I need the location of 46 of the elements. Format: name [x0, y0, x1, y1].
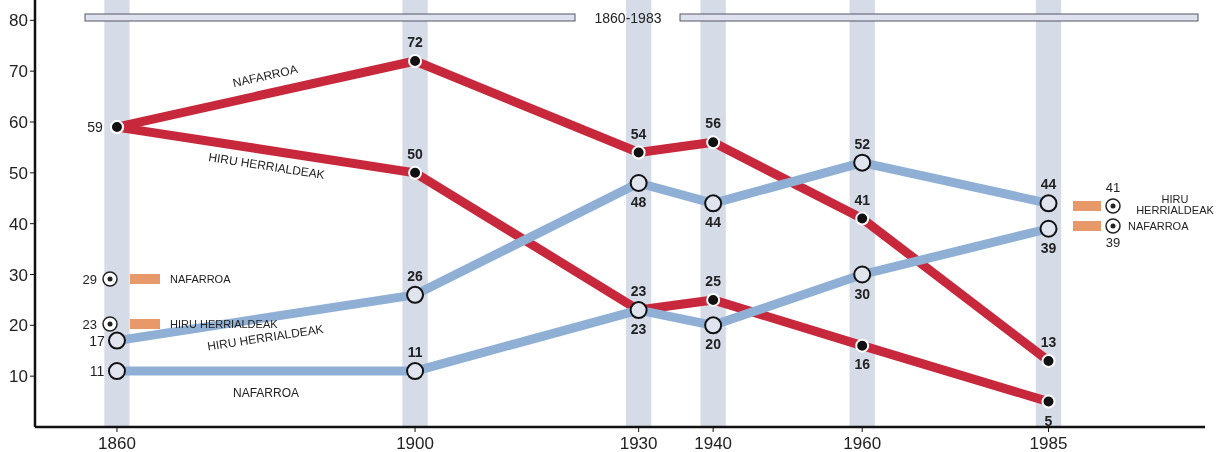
- data-label: 30: [854, 285, 871, 302]
- data-label: 16: [854, 355, 871, 372]
- data-label: 54: [630, 125, 647, 142]
- annotation: HIRU HERRIALDEAK: [1136, 193, 1215, 216]
- data-label: 23: [630, 321, 647, 338]
- data-label: 56: [705, 115, 722, 132]
- data-label: 41: [854, 191, 871, 208]
- x-tick-label: 1930: [619, 434, 658, 452]
- data-label: 48: [630, 194, 647, 210]
- y-tick-label: 60: [9, 113, 28, 132]
- data-label: 72: [407, 34, 424, 50]
- x-tick-label: 1860: [98, 434, 136, 452]
- x-tick-label: 1900: [396, 434, 434, 452]
- y-tick-label: 20: [9, 316, 28, 336]
- data-label: 52: [854, 135, 871, 152]
- data-label: 13: [1040, 333, 1057, 350]
- y-tick-label: 80: [9, 11, 28, 31]
- y-tick-label: 30: [9, 265, 28, 285]
- data-label: 50: [407, 145, 424, 162]
- data-label: 26: [407, 267, 424, 284]
- annotation: 41: [1105, 180, 1121, 195]
- text: 1860-1983: [594, 10, 662, 26]
- data-label: 39: [1040, 239, 1057, 256]
- data-label: 5: [1044, 412, 1053, 429]
- series-label: NAFARROA: [233, 386, 300, 401]
- data-label: 23: [630, 283, 647, 300]
- annotation: 29: [82, 272, 97, 287]
- x-tick-label: 1960: [843, 434, 882, 452]
- data-label: 44: [705, 214, 722, 231]
- annotation: 39: [1105, 235, 1121, 250]
- y-tick-label: 50: [9, 163, 28, 183]
- data-label: 17: [89, 332, 105, 349]
- y-tick-label: 10: [9, 367, 28, 387]
- x-tick-label: 1985: [1029, 434, 1068, 452]
- y-tick-label: 70: [9, 62, 28, 82]
- data-label: 25: [705, 272, 722, 289]
- annotation: NAFARROA: [1128, 220, 1190, 232]
- data-label: 11: [89, 363, 105, 380]
- x-tick-label: 1940: [694, 434, 733, 452]
- data-label: 11: [407, 344, 423, 361]
- annotation: 23: [82, 317, 97, 332]
- annotation: NAFARROA: [170, 273, 232, 285]
- y-tick-label: 40: [9, 214, 28, 234]
- data-label: 20: [705, 336, 722, 353]
- data-label: 59: [87, 119, 103, 136]
- data-label: 44: [1040, 176, 1057, 193]
